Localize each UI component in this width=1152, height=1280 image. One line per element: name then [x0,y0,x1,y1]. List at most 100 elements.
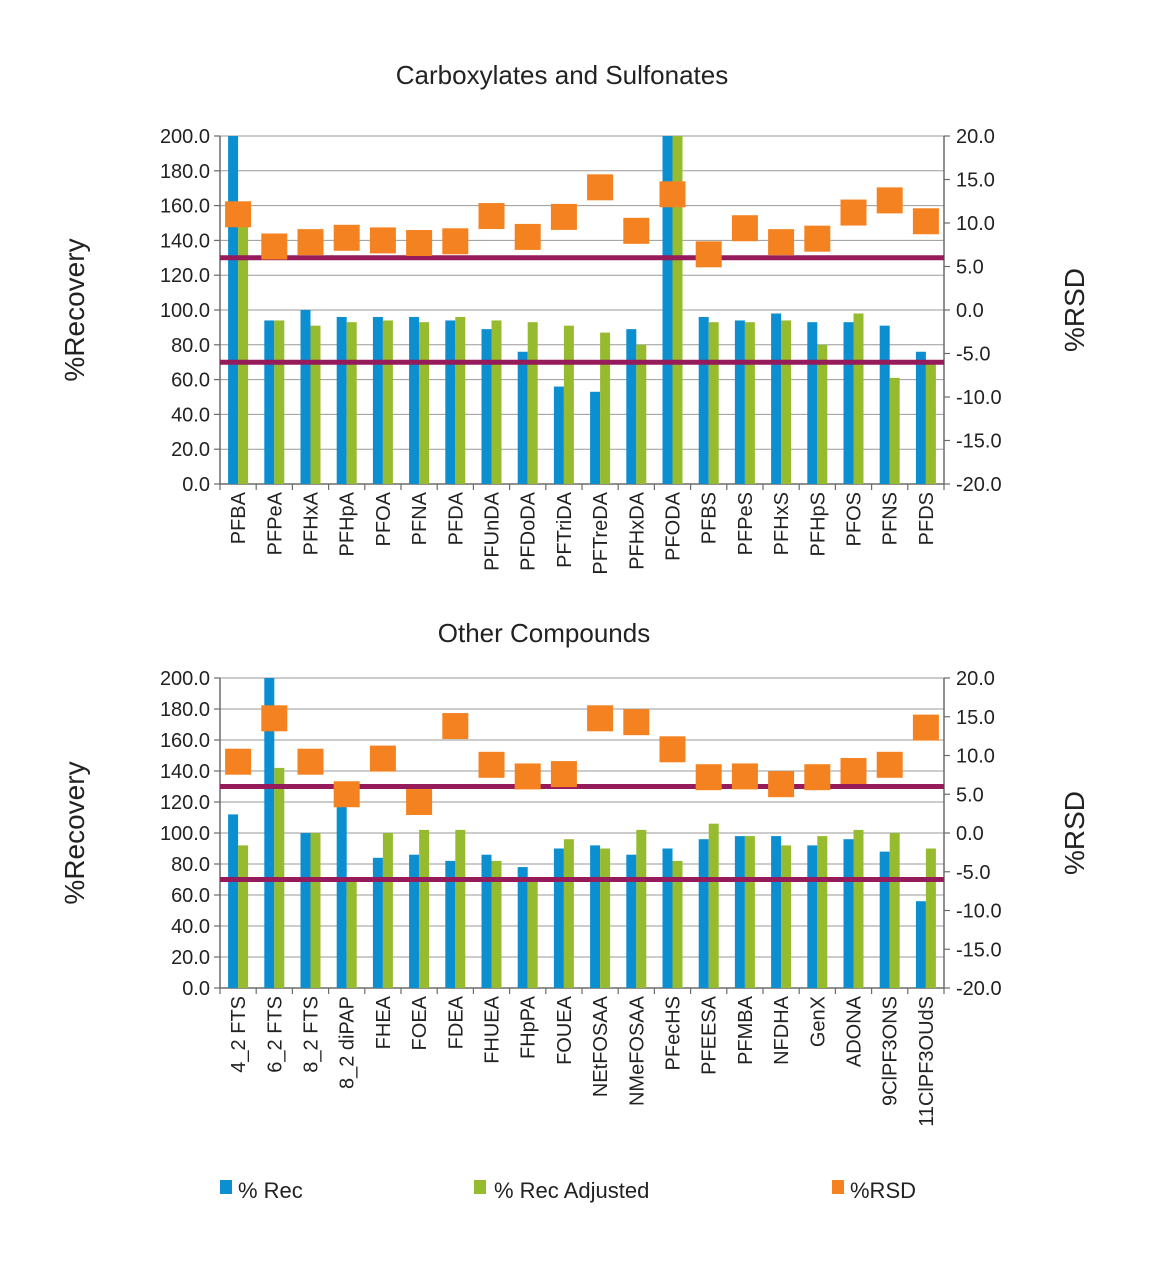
bar-rec [698,316,709,484]
rsd-marker [804,225,831,252]
y-tick-label: 160.0 [160,730,210,752]
y-tick-label: 40.0 [171,404,210,426]
bar-rec-adjusted [563,839,574,988]
rsd-marker [695,241,722,268]
bar-rec [807,322,818,484]
rsd-marker [876,751,903,778]
x-category-label: NEtFOSAA [590,995,612,1097]
x-category-label: PFTreDA [590,491,612,574]
y2-axis-title: %RSD [1059,791,1090,875]
rsd-marker [695,764,722,791]
y-axis-title: %Recovery [59,238,90,381]
chart-carboxylates-sulfonates: 0.0 20.0 40.0 60.0 80.0 100.0 120.0 140.0 160.0 1… [59,126,1090,575]
rsd-marker [442,713,469,740]
bar-rec [662,136,673,484]
bar-rec-adjusted [781,320,792,484]
x-category-label: PFecHS [663,996,685,1070]
x-category-label: PFHxS [771,492,793,555]
bar-rec [300,310,311,484]
rsd-marker [731,763,758,790]
bar-rec [771,836,782,988]
rsd-marker [587,705,614,732]
bar-rec-adjusted [817,344,828,484]
y2-tick-label: -15.0 [956,431,1002,453]
x-category-label: FHEA [373,995,395,1049]
rsd-marker [261,705,288,732]
bar-rec [264,678,275,988]
y-tick-label: 40.0 [171,916,210,938]
x-category-label: 8_2 FTS [301,996,323,1073]
bar-rec [807,845,818,988]
bar-rec-adjusted [274,320,285,484]
x-category-label: PFOS [844,492,866,546]
y-tick-label: 160.0 [160,196,210,218]
x-category-label: 11ClPF3OUdS [916,996,938,1127]
rsd-marker [659,181,686,208]
bar-rec-adjusted [346,322,357,484]
bar-rec-adjusted [455,829,466,988]
bar-rec-adjusted [310,833,321,988]
legend-swatch-rec-adjusted [474,1180,486,1194]
y-tick-label: 0.0 [182,474,210,496]
legend-label-rec: % Rec [238,1178,303,1203]
x-category-label: PFMBA [735,995,757,1065]
rsd-marker [225,748,252,775]
y2-tick-label: 0.0 [956,300,984,322]
rsd-marker [550,761,577,788]
bar-rec-adjusted [817,836,828,988]
bar-rec-adjusted [600,332,611,484]
rsd-marker [876,187,903,214]
y-tick-label: 80.0 [171,854,210,876]
legend: % Rec % Rec Adjusted %RSD [220,1178,916,1203]
bar-rec [553,848,564,988]
bar-rec-adjusted [925,362,936,484]
legend-swatch-rsd [832,1180,844,1194]
bar-rec [843,322,854,484]
bar-rec [517,867,528,988]
y-tick-label: 20.0 [171,947,210,969]
bar-rec-adjusted [600,848,611,988]
bar-rec [409,316,420,484]
y-tick-label: 100.0 [160,300,210,322]
y-tick-label: 60.0 [171,370,210,392]
x-category-label: PFHpA [337,491,359,556]
x-category-label: PFUnDA [482,491,504,571]
bar-rec-adjusted [238,223,249,484]
rsd-marker [369,745,396,772]
rsd-marker [840,758,867,784]
rsd-marker [297,748,324,775]
rsd-marker [478,203,505,230]
y2-tick-label: 20.0 [956,126,995,148]
y-tick-label: 120.0 [160,792,210,814]
x-category-label: PFODA [663,491,685,561]
rsd-marker [369,227,396,254]
rsd-marker [623,709,650,736]
bar-rec-adjusted [636,344,647,484]
x-category-label: FHUEA [482,995,504,1063]
x-category-label: PFHpS [807,492,829,556]
x-category-label: 8_2 diPAP [337,996,359,1089]
x-category-label: PFNA [409,491,431,545]
bar-rec [336,316,347,484]
x-category-label: PFDS [916,492,938,545]
rsd-marker [406,789,433,815]
bar-rec-adjusted [708,322,719,484]
rsd-marker [659,736,686,763]
legend-label-rsd: %RSD [850,1178,916,1203]
bar-rec-adjusted [744,322,755,484]
bar-rec [517,351,528,484]
y2-tick-label: -10.0 [956,387,1002,409]
y2-tick-label: -5.0 [956,862,990,884]
bar-rec [626,329,637,484]
bar-rec [372,857,383,988]
bar-rec-adjusted [419,322,430,484]
bar-rec [590,845,601,988]
y2-tick-label: 5.0 [956,784,984,806]
bar-rec-adjusted [491,320,502,484]
x-category-label: NMeFOSAA [626,995,648,1106]
bar-rec-adjusted [563,325,574,484]
y-axis-title: %Recovery [59,761,90,904]
rsd-marker [731,215,758,242]
bar-rec [879,851,890,988]
